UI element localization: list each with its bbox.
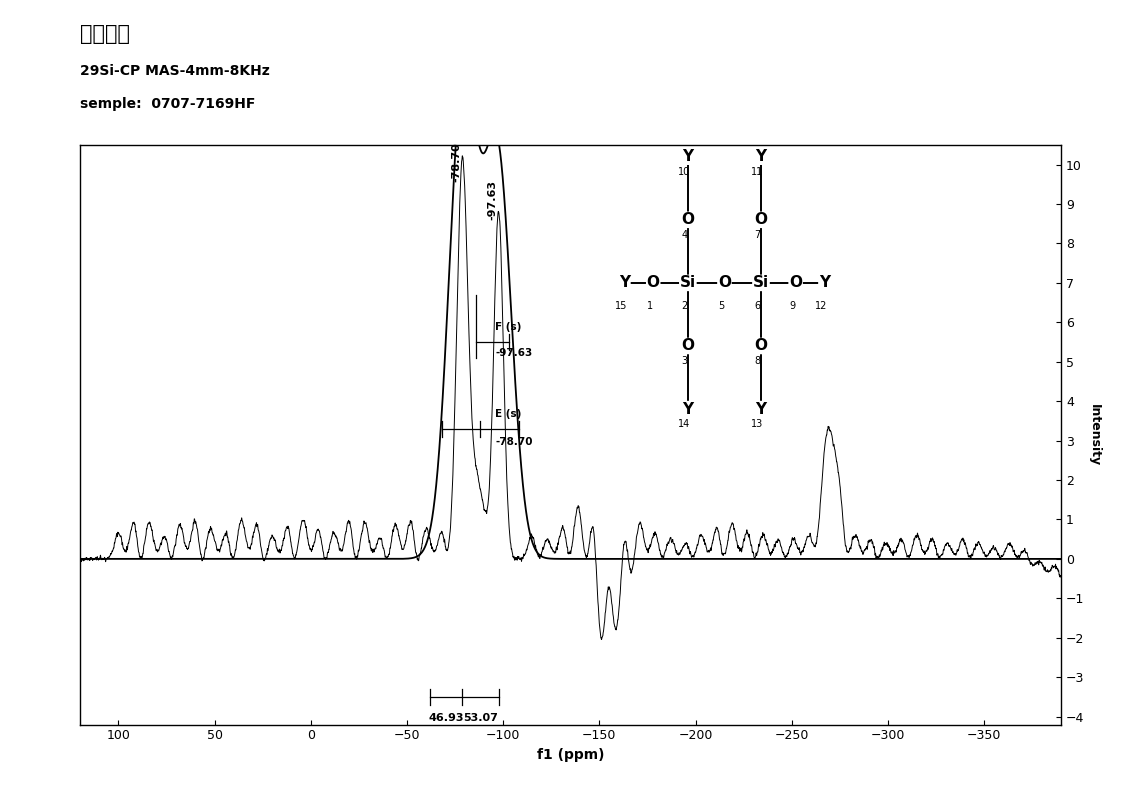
Text: 原始数据: 原始数据 xyxy=(80,24,130,44)
Text: O: O xyxy=(718,275,731,291)
Text: Si: Si xyxy=(753,275,769,291)
Text: 6: 6 xyxy=(754,300,761,311)
Text: 46.93: 46.93 xyxy=(428,712,464,723)
Text: O: O xyxy=(754,213,768,227)
Text: -78.70: -78.70 xyxy=(495,436,533,447)
Text: 4: 4 xyxy=(681,229,688,240)
Y-axis label: Intensity: Intensity xyxy=(1089,403,1101,466)
Text: 9: 9 xyxy=(790,300,795,311)
Text: 1: 1 xyxy=(647,300,653,311)
Text: 14: 14 xyxy=(678,419,690,429)
Text: 5: 5 xyxy=(718,300,725,311)
Text: 29Si-CP MAS-4mm-8KHz: 29Si-CP MAS-4mm-8KHz xyxy=(80,64,269,78)
Text: 3: 3 xyxy=(681,356,688,365)
Text: -97.63: -97.63 xyxy=(495,348,533,358)
Text: 11: 11 xyxy=(752,167,763,176)
Text: 10: 10 xyxy=(678,167,690,176)
Text: E (s): E (s) xyxy=(495,409,521,419)
Text: -97.63: -97.63 xyxy=(487,180,497,220)
X-axis label: f1 (ppm): f1 (ppm) xyxy=(536,748,605,762)
Text: 15: 15 xyxy=(615,300,628,311)
Text: 12: 12 xyxy=(815,300,827,311)
Text: 13: 13 xyxy=(752,419,763,429)
Text: O: O xyxy=(647,275,659,291)
Text: Y: Y xyxy=(819,275,830,291)
Text: semple:  0707-7169HF: semple: 0707-7169HF xyxy=(80,97,256,110)
Text: Y: Y xyxy=(682,402,694,416)
Text: O: O xyxy=(790,275,802,291)
Text: O: O xyxy=(754,338,768,353)
Text: Y: Y xyxy=(755,402,767,416)
Text: Y: Y xyxy=(755,149,767,164)
Text: O: O xyxy=(681,213,695,227)
Text: O: O xyxy=(681,338,695,353)
Text: Y: Y xyxy=(618,275,630,291)
Text: 7: 7 xyxy=(754,229,761,240)
Text: -78.70: -78.70 xyxy=(451,142,461,183)
Text: 2: 2 xyxy=(681,300,688,311)
Text: Si: Si xyxy=(680,275,696,291)
Text: Y: Y xyxy=(682,149,694,164)
Text: F (s): F (s) xyxy=(495,322,521,332)
Text: 8: 8 xyxy=(754,356,761,365)
Text: 53.07: 53.07 xyxy=(463,712,497,723)
